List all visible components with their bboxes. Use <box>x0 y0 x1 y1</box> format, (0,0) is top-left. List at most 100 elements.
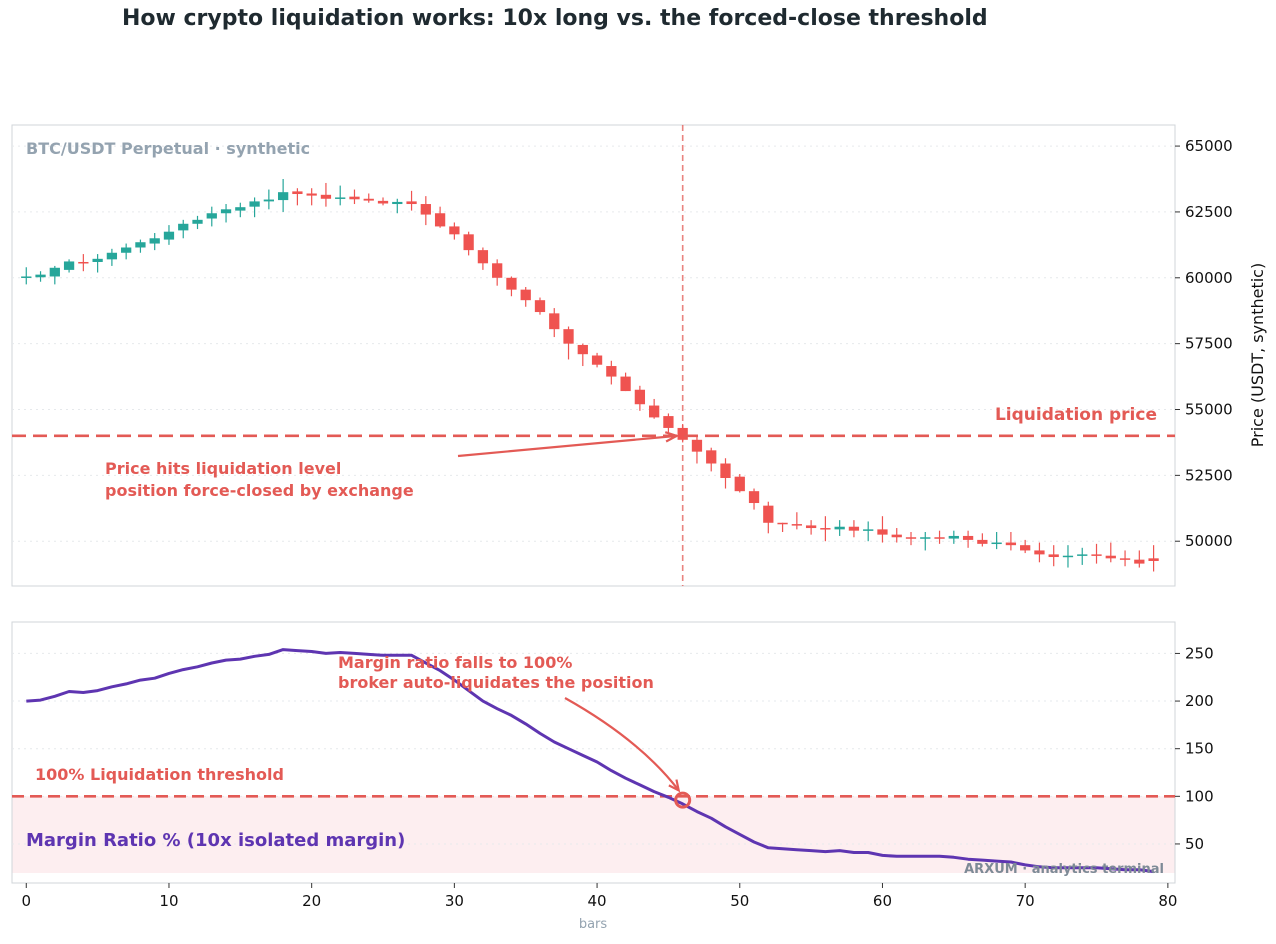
candle-body <box>63 261 75 270</box>
candle-body <box>35 274 46 278</box>
candle-body <box>178 223 189 231</box>
candle-body <box>1105 555 1116 559</box>
margin-annotation-arrow <box>564 697 680 791</box>
price-tick-label: 50000 <box>1185 532 1233 550</box>
candle-body <box>363 198 374 201</box>
price-tick-label: 62500 <box>1185 203 1233 221</box>
price-panel: BTC/USDT Perpetual · synthetic Liquidati… <box>11 124 1267 587</box>
candle-body <box>492 263 503 278</box>
bars-tick-label: 80 <box>1158 892 1177 910</box>
candle-body <box>691 439 703 452</box>
candle-body <box>292 191 303 195</box>
candle-body <box>1119 558 1131 560</box>
candle-body <box>677 427 688 440</box>
candlesticks <box>21 179 1159 572</box>
price-annotation-line-1: Price hits liquidation level <box>105 459 341 478</box>
margin-annotation-arrowhead <box>668 779 681 793</box>
bars-x-ticks: 0 10 20 30 40 50 60 70 80 <box>21 883 1177 910</box>
candle-body <box>306 193 317 196</box>
candle-body <box>520 289 531 301</box>
candle-body <box>1091 554 1102 556</box>
price-watermark: BTC/USDT Perpetual · synthetic <box>26 139 310 158</box>
price-annotation-arrowhead <box>664 431 680 443</box>
candle-body <box>834 526 845 530</box>
candle-body <box>135 242 146 248</box>
candle-body <box>506 277 517 290</box>
liquidation-price-label: Liquidation price <box>995 405 1157 425</box>
bars-tick-label: 50 <box>730 892 749 910</box>
margin-tick-label: 150 <box>1185 740 1214 758</box>
candle-body <box>406 201 417 205</box>
candle-body <box>720 463 731 478</box>
candle-body <box>649 405 660 418</box>
candle-body <box>1148 558 1159 561</box>
candle-body <box>106 252 118 260</box>
margin-tick-label: 100 <box>1185 787 1214 805</box>
price-grid <box>12 145 1175 542</box>
price-tick-label: 65000 <box>1185 137 1233 155</box>
candle-body <box>1062 555 1074 558</box>
candle-body <box>820 528 831 530</box>
candle-body <box>463 234 474 251</box>
candle-body <box>634 389 646 405</box>
price-y-ticks: 50000 52500 55000 57500 60000 62500 65000 <box>1175 137 1233 550</box>
price-tick-label: 52500 <box>1185 466 1233 484</box>
candle-body <box>220 209 232 214</box>
margin-annotation-line-2: broker auto-liquidates the position <box>338 673 654 692</box>
candle-body <box>21 276 32 278</box>
bars-tick-label: 20 <box>302 892 321 910</box>
candle-body <box>92 258 103 262</box>
candle-body <box>1020 545 1031 551</box>
margin-panel: 100% Liquidation threshold Margin ratio … <box>11 621 1214 932</box>
candle-body <box>277 192 289 201</box>
candle-body <box>620 376 631 392</box>
candle-body <box>934 537 945 539</box>
candle-body <box>763 505 774 523</box>
candle-body <box>392 201 403 205</box>
bars-tick-label: 0 <box>21 892 31 910</box>
candle-body <box>149 238 160 244</box>
bars-tick-label: 60 <box>873 892 892 910</box>
candle-body <box>377 200 389 204</box>
candle-body <box>920 537 931 539</box>
margin-tick-label: 200 <box>1185 692 1214 710</box>
bars-tick-label: 10 <box>159 892 178 910</box>
candle-body <box>748 491 760 504</box>
candle-body <box>549 313 560 330</box>
candle-body <box>977 539 988 544</box>
margin-series-label: Margin Ratio % (10x isolated margin) <box>26 830 405 851</box>
bars-tick-label: 40 <box>588 892 607 910</box>
candle-body <box>49 267 60 277</box>
candle-body <box>606 366 617 377</box>
candle-body <box>891 534 902 538</box>
candle-body <box>263 199 274 202</box>
candle-body <box>734 476 745 492</box>
candle-body <box>863 529 874 531</box>
margin-annotation-line-1: Margin ratio falls to 100% <box>338 653 572 672</box>
candle-body <box>320 194 332 199</box>
candle-body <box>349 196 360 200</box>
candle-body <box>434 213 446 227</box>
bars-tick-label: 70 <box>1016 892 1035 910</box>
price-annotation-line-2: position force-closed by exchange <box>105 481 414 500</box>
candle-body <box>78 261 89 264</box>
price-tick-label: 60000 <box>1185 269 1233 287</box>
candle-body <box>1077 554 1088 556</box>
candle-body <box>249 201 260 207</box>
candle-body <box>534 300 546 313</box>
candle-body <box>1048 554 1059 558</box>
candle-body <box>663 416 674 428</box>
candle-body <box>477 250 489 264</box>
candle-body <box>206 213 217 219</box>
candle-body <box>948 535 959 539</box>
candle-body <box>1134 559 1145 564</box>
price-tick-label: 57500 <box>1185 335 1233 353</box>
margin-grid <box>12 652 1175 845</box>
candle-body <box>1034 550 1045 555</box>
x-axis-label: bars <box>579 917 608 932</box>
candle-body <box>877 529 888 535</box>
candle-body <box>706 450 717 464</box>
price-annotation-arrow <box>457 434 677 458</box>
liquidation-point-marker <box>674 791 692 809</box>
